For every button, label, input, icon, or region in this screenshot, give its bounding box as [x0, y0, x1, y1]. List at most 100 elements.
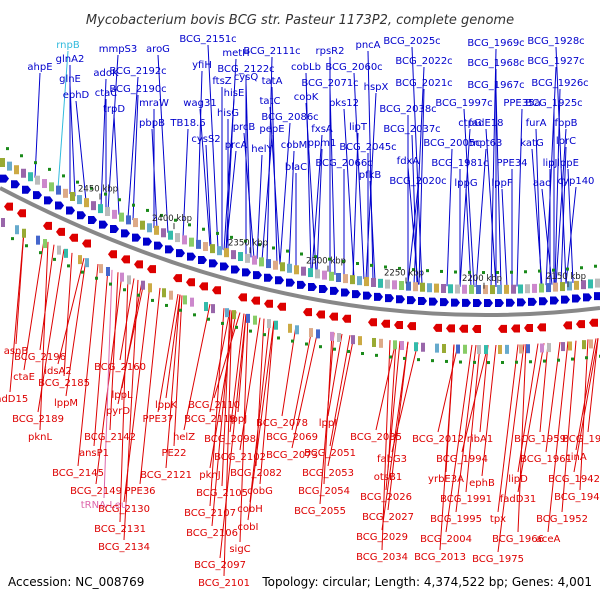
- feature-block: [315, 269, 320, 279]
- forward-gene-arrow: [484, 299, 493, 308]
- feature-block: [400, 341, 404, 351]
- gene-label-tata: tatA: [262, 76, 283, 87]
- gene-label-bcg-1967c: BCG_1967c: [467, 80, 524, 91]
- gene-connector-line: [381, 341, 409, 531]
- feature-block: [476, 285, 481, 295]
- gene-connector-line: [407, 186, 419, 284]
- gene-label-bcg-1927c: BCG_1927c: [527, 56, 584, 67]
- gc-marker: [81, 270, 84, 274]
- feature-block: [441, 283, 446, 293]
- feature-block: [224, 248, 229, 258]
- gene-connector-line: [151, 128, 158, 229]
- forward-gene-arrow: [88, 216, 97, 225]
- forward-strand-track: [0, 174, 600, 308]
- gene-connector-line: [446, 148, 453, 287]
- gene-label-bcg-2190c: BCG_2190c: [109, 84, 166, 95]
- forward-gene-arrow: [154, 241, 163, 250]
- forward-gene-arrow: [330, 286, 339, 295]
- gene-label-lipt: lipT: [349, 122, 368, 133]
- gene-connector-line: [165, 294, 181, 399]
- gene-connector-line: [239, 317, 261, 451]
- gene-label-mpt63: mpt63: [470, 138, 503, 149]
- forward-gene-arrow: [528, 297, 537, 306]
- gene-label-bcg-2004: BCG_2004: [420, 534, 472, 545]
- gc-marker: [468, 270, 471, 274]
- gene-label-tatc: tatC: [260, 96, 281, 107]
- forward-gene-arrow: [110, 225, 119, 234]
- forward-gene-arrow: [198, 256, 207, 265]
- gene-label-lppk: lppK: [155, 400, 177, 411]
- gene-connector-line: [269, 106, 281, 265]
- feature-block: [91, 201, 96, 211]
- gc-marker: [417, 358, 420, 362]
- feature-block: [337, 333, 341, 343]
- gene-connector-line: [490, 48, 497, 288]
- forward-gene-arrow: [341, 288, 350, 297]
- gene-label-fadd31: fadD31: [500, 494, 536, 505]
- gene-label-bcg-2013: BCG_2013: [414, 552, 466, 563]
- gene-label-cobm: cobM: [281, 140, 308, 151]
- gene-label-bcg-2105: BCG_2105: [196, 488, 248, 499]
- gene-label-cina: cinA: [565, 452, 587, 463]
- gene-label-coblb: cobLb: [291, 62, 321, 73]
- feature-block: [371, 277, 376, 287]
- gene-connector-line: [209, 308, 225, 507]
- gene-label-bcg-2034: BCG_2034: [356, 552, 408, 563]
- reverse-gene-arrow: [186, 278, 195, 287]
- feature-block: [546, 283, 551, 293]
- gene-connector-line: [196, 70, 203, 243]
- feature-block: [203, 242, 208, 252]
- gene-label-bcg-2151c: BCG_2151c: [179, 34, 236, 45]
- reverse-gene-arrow: [264, 299, 273, 308]
- gc-marker: [305, 342, 308, 346]
- forward-gene-arrow: [231, 265, 240, 274]
- gene-connector-line: [329, 335, 351, 447]
- gc-marker: [328, 257, 331, 261]
- gene-label-bcg-1926c: BCG_1926c: [531, 78, 588, 89]
- feature-block: [547, 343, 551, 353]
- gene-label-bcg-2101: BCG_2101: [198, 578, 250, 589]
- gene-connector-line: [560, 146, 567, 285]
- gene-label-prca: prcA: [225, 140, 248, 151]
- gene-connector-line: [65, 258, 87, 397]
- gene-label-ctpg: ctpG: [458, 118, 482, 129]
- feature-block: [364, 277, 369, 287]
- feature-block: [126, 215, 131, 225]
- gene-connector-line: [485, 128, 497, 288]
- forward-gene-arrow: [33, 191, 42, 200]
- gc-marker: [277, 336, 280, 340]
- forward-gene-arrow: [561, 295, 570, 304]
- forward-gene-arrow: [594, 292, 600, 301]
- gene-label-cobi: cobI: [238, 522, 259, 533]
- gene-label-katg: katG: [520, 138, 543, 149]
- gc-marker: [356, 262, 359, 266]
- gene-label-ephd: ephD: [63, 90, 90, 101]
- feature-block: [350, 275, 355, 285]
- gc-marker: [230, 235, 233, 239]
- gene-connector-line: [385, 341, 401, 491]
- gc-marker: [361, 352, 364, 356]
- gene-connector-line: [327, 333, 343, 417]
- gene-label-pknj: pknJ: [199, 470, 220, 481]
- gene-connector-line: [369, 180, 376, 281]
- feature-block: [232, 310, 236, 320]
- forward-gene-arrow: [121, 229, 130, 238]
- feature-block: [246, 313, 250, 323]
- feature-block: [259, 257, 264, 267]
- feature-block: [595, 278, 600, 288]
- gene-label-mraw: mraW: [139, 98, 169, 109]
- forward-gene-arrow: [253, 271, 262, 280]
- gene-label-bcg-2021c: BCG_2021c: [395, 78, 452, 89]
- gene-label-fdxa: fdxA: [397, 156, 420, 167]
- gene-connector-line: [531, 148, 543, 286]
- gc-marker: [235, 325, 238, 329]
- gene-connector-line: [219, 314, 247, 559]
- gc-marker: [571, 357, 574, 361]
- gene-label-mmps3: mmpS3: [99, 44, 138, 55]
- forward-gene-arrow: [22, 185, 31, 194]
- gene-connector-line: [475, 148, 487, 288]
- gene-connector-line: [205, 144, 212, 247]
- gc-marker: [137, 293, 140, 297]
- gene-connector-line: [517, 343, 545, 493]
- forward-gene-arrow: [495, 298, 504, 307]
